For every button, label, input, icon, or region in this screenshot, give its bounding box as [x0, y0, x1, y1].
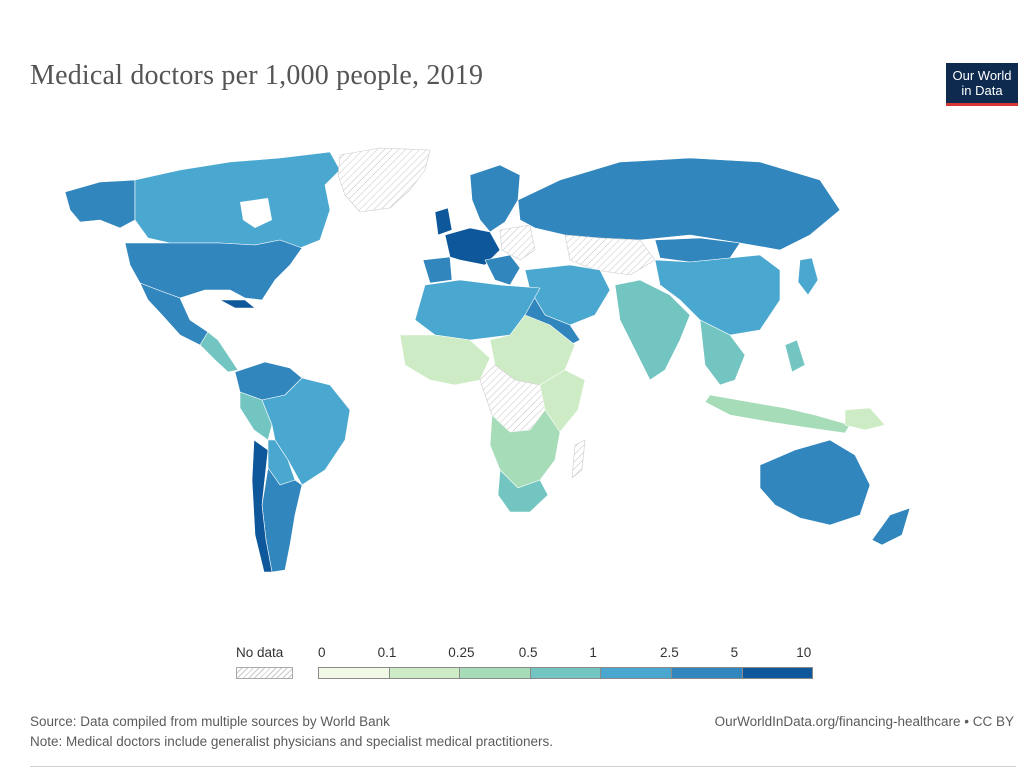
legend-bin-6	[741, 667, 814, 679]
legend-tick-label: 0.25	[448, 645, 475, 660]
legend-no-data-label: No data	[236, 645, 284, 660]
region-madagascar	[571, 439, 586, 479]
note-text: Note: Medical doctors include generalist…	[30, 734, 554, 749]
logo-line-1: Our World	[952, 68, 1012, 83]
region-indonesia	[704, 394, 851, 434]
region-southern-africa	[489, 409, 561, 489]
logo-line-2: in Data	[961, 83, 1003, 98]
source-link[interactable]: OurWorldInData.org/financing-healthcare …	[714, 714, 1014, 729]
world-map[interactable]	[40, 140, 920, 580]
region-iberia	[422, 256, 453, 284]
region-italy-balkans	[484, 254, 521, 286]
region-russia	[517, 157, 841, 251]
region-canada-hudson-bay	[240, 198, 272, 228]
legend-bin-5	[671, 667, 743, 679]
region-south-asia	[614, 279, 691, 381]
bottom-divider	[30, 766, 1016, 767]
region-west-africa	[399, 334, 491, 386]
legend-tick-label: 2.5	[660, 645, 679, 660]
region-alaska	[64, 179, 136, 229]
region-south-africa	[497, 469, 549, 513]
legend-bin-0	[318, 667, 390, 679]
legend-bin-2	[459, 667, 531, 679]
region-uk	[434, 207, 453, 236]
region-cuba	[219, 299, 256, 309]
owid-logo[interactable]: Our World in Data	[946, 63, 1018, 106]
legend-bin-1	[388, 667, 461, 679]
region-western-europe	[444, 227, 501, 266]
legend-tick-label: 5	[730, 645, 739, 660]
legend-tick-label: 0.5	[518, 645, 538, 660]
region-philippines	[784, 339, 806, 373]
legend-bin-3	[529, 667, 602, 679]
region-central-america	[199, 331, 239, 373]
source-text: Source: Data compiled from multiple sour…	[30, 714, 390, 729]
region-eastern-europe	[499, 224, 536, 261]
region-kazakhstan	[564, 234, 656, 276]
chart-title: Medical doctors per 1,000 people, 2019	[30, 60, 484, 91]
region-papua	[844, 407, 886, 431]
legend-tick-label: 0	[318, 645, 326, 660]
region-new-zealand	[871, 507, 911, 546]
legend-tick-label: 1	[589, 645, 597, 660]
region-greenland	[337, 147, 431, 213]
legend-no-data-swatch	[236, 667, 293, 679]
region-brazil	[261, 377, 351, 486]
region-japan	[797, 257, 819, 296]
region-canada	[134, 151, 341, 249]
region-china	[654, 254, 781, 336]
legend-bin-4	[600, 667, 672, 679]
region-australia	[759, 439, 871, 526]
legend-tick-label: 10	[796, 645, 812, 660]
legend-tick-label: 0.1	[377, 645, 397, 660]
region-southeast-asia	[699, 319, 746, 386]
region-scandinavia	[469, 164, 521, 233]
region-chile	[251, 439, 273, 573]
